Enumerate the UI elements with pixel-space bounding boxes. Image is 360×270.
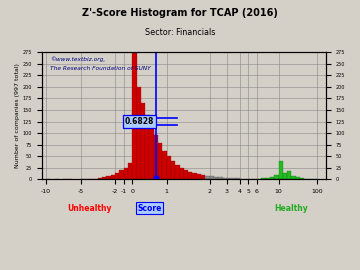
Bar [63,179,68,180]
Bar [214,177,218,180]
Bar [158,143,162,180]
Bar [193,174,197,180]
Bar [274,175,279,180]
Text: The Research Foundation of SUNY: The Research Foundation of SUNY [50,66,151,71]
Bar [257,178,261,180]
Bar [261,178,266,180]
Bar [154,136,158,180]
Bar [270,177,274,180]
Bar [210,176,214,180]
Bar [136,87,141,180]
Bar [292,176,296,180]
Bar [300,178,305,180]
Bar [266,178,270,180]
Bar [184,170,188,180]
Bar [222,178,227,180]
Bar [201,175,206,180]
Bar [94,178,98,180]
Bar [123,168,128,180]
Bar [145,115,149,180]
Y-axis label: Number of companies (997 total): Number of companies (997 total) [15,63,20,168]
Text: Score: Score [137,204,162,213]
Bar [162,151,167,180]
Text: 0.6828: 0.6828 [125,117,154,126]
Bar [85,179,89,180]
Bar [81,178,85,180]
Bar [244,178,248,180]
Bar [89,179,94,180]
Bar [279,161,283,180]
Bar [171,161,175,180]
Text: ©www.textbiz.org,: ©www.textbiz.org, [50,56,105,62]
Bar [248,178,253,180]
Bar [305,178,309,180]
Bar [68,179,72,180]
Bar [111,175,115,180]
Bar [119,170,123,180]
Text: Healthy: Healthy [275,204,309,213]
Bar [98,178,102,180]
Bar [227,178,231,180]
Bar [115,173,119,180]
Bar [206,176,210,180]
Bar [188,172,193,180]
Bar [231,178,235,180]
Bar [197,174,201,180]
Bar [55,179,59,180]
Bar [283,173,287,180]
Bar [149,125,154,180]
Bar [46,179,50,180]
Bar [167,156,171,180]
Bar [235,178,240,180]
Bar [102,177,107,180]
Text: Z'-Score Histogram for TCAP (2016): Z'-Score Histogram for TCAP (2016) [82,8,278,18]
Bar [141,103,145,180]
Bar [296,177,300,180]
Bar [240,178,244,180]
Bar [180,168,184,180]
Text: Sector: Financials: Sector: Financials [145,28,215,37]
Bar [287,171,292,180]
Bar [309,178,313,180]
Bar [128,163,132,180]
Bar [107,176,111,180]
Bar [313,178,317,180]
Bar [175,165,180,180]
Text: Unhealthy: Unhealthy [67,204,112,213]
Bar [218,177,222,180]
Bar [132,52,136,180]
Bar [253,178,257,180]
